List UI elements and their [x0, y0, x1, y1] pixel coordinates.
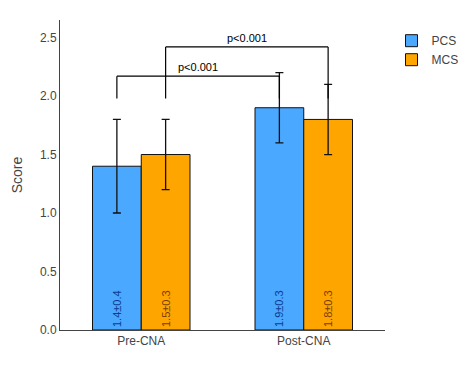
svg-text:MCS: MCS	[432, 53, 459, 67]
svg-text:1.5: 1.5	[40, 148, 57, 162]
svg-text:Pre-CNA: Pre-CNA	[117, 334, 165, 348]
svg-text:1.4±0.4: 1.4±0.4	[111, 290, 123, 327]
svg-text:1.0: 1.0	[40, 206, 57, 220]
svg-text:p<0.001: p<0.001	[227, 32, 267, 44]
svg-text:1.9±0.3: 1.9±0.3	[273, 290, 285, 327]
svg-text:1.8±0.3: 1.8±0.3	[322, 290, 334, 327]
svg-text:PCS: PCS	[432, 34, 457, 48]
svg-text:2.5: 2.5	[40, 31, 57, 45]
svg-text:1.5±0.3: 1.5±0.3	[160, 290, 172, 327]
svg-text:Score: Score	[9, 157, 25, 194]
svg-text:0.5: 0.5	[40, 265, 57, 279]
svg-text:0.0: 0.0	[40, 323, 57, 337]
svg-text:Post-CNA: Post-CNA	[277, 334, 330, 348]
svg-text:p<0.001: p<0.001	[178, 61, 218, 73]
svg-text:2.0: 2.0	[40, 89, 57, 103]
